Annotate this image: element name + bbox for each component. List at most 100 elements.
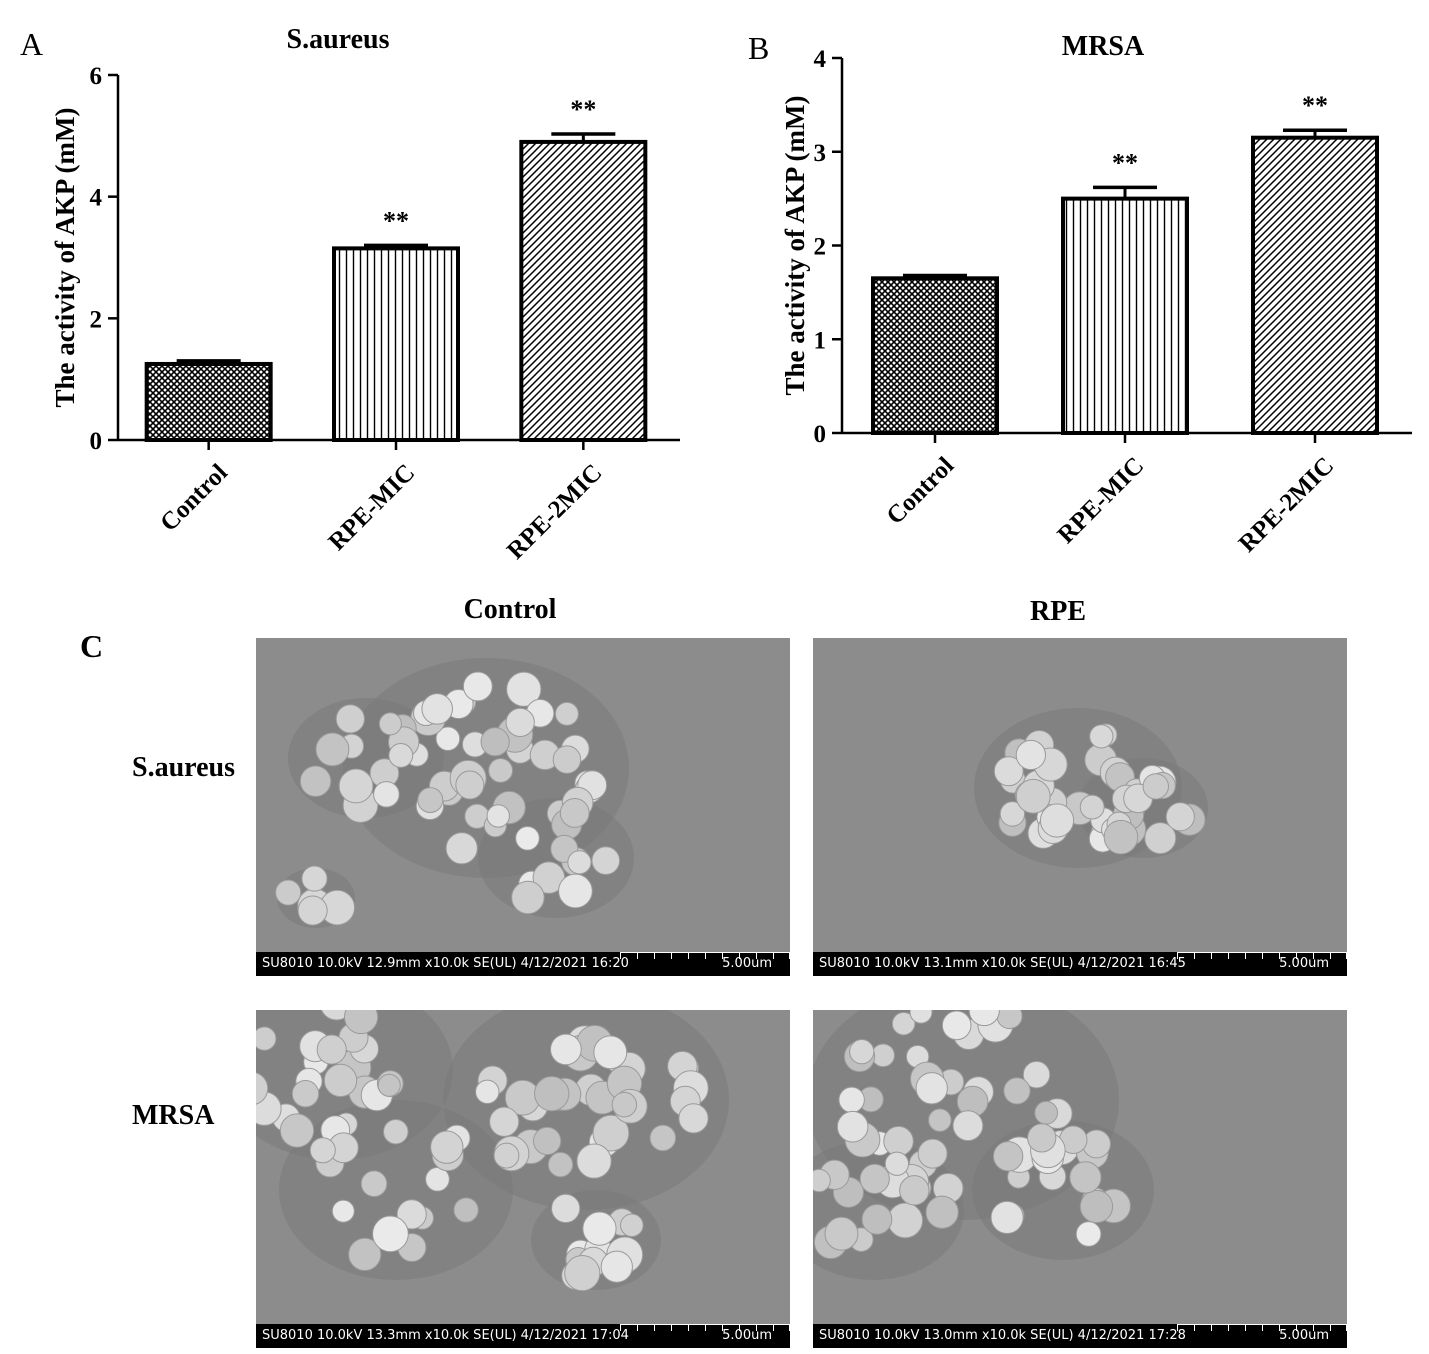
sem-column-header-rpe: RPE xyxy=(1030,596,1086,627)
sem-cell xyxy=(421,693,453,725)
sem-cell xyxy=(968,1010,1000,1027)
sem-cell xyxy=(299,765,332,797)
chart-b-svg: MRSA The activity of AKP (mM)0 1 2 3 4 Control… xyxy=(780,31,1412,558)
bar xyxy=(519,139,648,443)
sem-cell xyxy=(532,1126,562,1156)
y-axis-label: The activity of AKP (mM) xyxy=(50,108,80,408)
sem-row-header-saureus: S.aureus xyxy=(132,752,235,783)
sem-cell xyxy=(1015,739,1047,771)
sem-cell xyxy=(462,671,493,702)
sem-cell xyxy=(378,712,402,736)
sem-cell xyxy=(309,1137,336,1164)
sem-scale-ticks xyxy=(1177,1324,1347,1348)
panel-letter-b: B xyxy=(748,30,770,66)
sem-cell xyxy=(813,1168,831,1193)
chart-a: S.aureus The activity of AKP (mM) 0 2 4 6 Cont… xyxy=(0,0,700,590)
sem-cell xyxy=(925,1195,959,1229)
x-tick-label: Control xyxy=(882,452,960,530)
sem-cell xyxy=(256,1072,269,1105)
sem-info-bar: SU8010 10.0kV 13.0mm x10.0k SE(UL) 4/12/… xyxy=(813,1324,1347,1348)
sem-cell xyxy=(552,745,582,774)
sem-cell xyxy=(871,1043,896,1068)
sem-cell xyxy=(1015,778,1051,814)
sem-cell xyxy=(884,1151,910,1176)
sem-cell xyxy=(388,742,414,768)
sem-cell xyxy=(453,1197,479,1223)
bar xyxy=(332,246,460,442)
sem-cell xyxy=(838,1086,865,1114)
sem-cell xyxy=(315,732,350,767)
sem-cell xyxy=(417,787,444,814)
sem-cell xyxy=(558,873,593,909)
significance-label: ** xyxy=(383,206,409,235)
sem-cell xyxy=(372,1215,409,1253)
sem-texture xyxy=(813,1010,1154,1280)
sem-scale-label: 5.00um xyxy=(722,1328,772,1343)
sem-scale-label: 5.00um xyxy=(722,956,772,971)
sem-cell xyxy=(883,1125,914,1157)
sem-cell xyxy=(316,1034,347,1065)
sem-cell xyxy=(992,1141,1024,1172)
sem-cell xyxy=(567,850,592,875)
sem-cell xyxy=(582,1211,617,1246)
sem-cell xyxy=(593,1035,628,1070)
sem-cell xyxy=(335,704,365,734)
significance-label: ** xyxy=(1302,91,1328,120)
bar xyxy=(144,361,273,443)
sem-cell xyxy=(993,756,1024,787)
sem-scale-ticks xyxy=(1177,952,1347,976)
chart-title: MRSA xyxy=(1062,31,1145,62)
sem-cell xyxy=(554,701,579,726)
y-tick-label: 0 xyxy=(814,421,827,448)
sem-cell xyxy=(435,726,461,752)
sem-cell xyxy=(941,1010,972,1041)
sem-row-header-mrsa: MRSA xyxy=(132,1100,215,1131)
panel-letter-a: A xyxy=(20,26,44,62)
sem-cell xyxy=(383,1118,409,1145)
sem-scale-label: 5.00um xyxy=(1279,1328,1329,1343)
sem-cell xyxy=(1039,803,1075,838)
sem-cell xyxy=(348,1237,382,1272)
y-tick-label: 3 xyxy=(814,140,827,167)
y-tick-label: 2 xyxy=(814,234,827,261)
sem-cell xyxy=(1003,1077,1031,1105)
sem-cell xyxy=(377,1073,401,1097)
sem-cell xyxy=(373,781,400,808)
sem-cell xyxy=(291,1080,320,1108)
sem-cell xyxy=(928,1108,952,1132)
y-tick-label: 4 xyxy=(814,46,827,73)
sem-cell xyxy=(515,825,540,851)
sem-info-bar: SU8010 10.0kV 12.9mm x10.0k SE(UL) 4/12/… xyxy=(256,952,790,976)
sem-cell xyxy=(611,1091,638,1118)
sem-cell xyxy=(849,1039,875,1065)
sem-cell xyxy=(511,880,545,915)
sem-cell xyxy=(430,1130,464,1164)
sem-cell xyxy=(952,1110,984,1142)
sem-cell xyxy=(836,1110,869,1143)
sem-cell xyxy=(859,1163,890,1195)
sem-cell xyxy=(564,1255,601,1292)
sem-cell xyxy=(1079,1189,1114,1224)
sem-cell xyxy=(338,768,374,804)
sem-cell xyxy=(486,804,510,828)
bar xyxy=(1061,196,1189,435)
sem-cell xyxy=(899,1175,930,1206)
sem-cell xyxy=(1034,1100,1059,1125)
sem-cell xyxy=(493,1142,520,1169)
sem-cell xyxy=(649,1124,677,1152)
sem-cell xyxy=(620,1213,644,1238)
significance-label: ** xyxy=(570,95,596,124)
sem-cell xyxy=(1142,773,1169,800)
sem-image-mrsa-rpe: SU8010 10.0kV 13.0mm x10.0k SE(UL) 4/12/… xyxy=(813,1010,1347,1348)
x-tick-label: RPE-MIC xyxy=(1053,452,1150,549)
sem-info-bar: SU8010 10.0kV 13.3mm x10.0k SE(UL) 4/12/… xyxy=(256,1324,790,1348)
sem-cell xyxy=(396,1199,427,1230)
sem-column-header-control: Control xyxy=(463,594,557,625)
sem-cell xyxy=(1165,802,1195,832)
sem-cell xyxy=(505,707,535,737)
sem-meta-text: SU8010 10.0kV 13.1mm x10.0k SE(UL) 4/12/… xyxy=(819,956,1186,971)
sem-cell xyxy=(559,798,590,828)
sem-cell xyxy=(576,1143,612,1179)
sem-scale-label: 5.00um xyxy=(1279,956,1329,971)
sem-cell xyxy=(1089,724,1114,749)
